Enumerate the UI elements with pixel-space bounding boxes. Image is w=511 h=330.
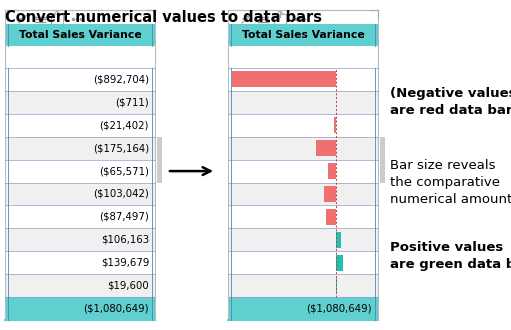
Text: Total Sales Variance: Total Sales Variance (242, 30, 364, 40)
Text: (Negative values)
are red data bars: (Negative values) are red data bars (390, 87, 511, 117)
Bar (228, 274, 378, 297)
Bar (5, 114, 155, 137)
Bar (228, 297, 378, 320)
Bar (5, 68, 155, 91)
Text: $19,600: $19,600 (107, 280, 149, 291)
Bar (228, 114, 378, 137)
Text: ($1,080,649): ($1,080,649) (307, 304, 372, 314)
Bar (228, 251, 378, 274)
Bar (326, 209, 336, 225)
Bar (157, 137, 162, 182)
Bar (5, 297, 155, 320)
Bar (5, 137, 155, 160)
Bar (380, 137, 385, 182)
Bar (228, 206, 378, 228)
Bar (232, 71, 336, 87)
Bar (5, 10, 155, 28)
Bar (228, 160, 378, 182)
Bar (5, 91, 155, 114)
Bar (228, 182, 378, 206)
Text: Bar size reveals
the comparative
numerical amount: Bar size reveals the comparative numeric… (390, 159, 511, 206)
Bar (336, 278, 337, 294)
Text: ($175,164): ($175,164) (93, 143, 149, 153)
Text: ($1,080,649): ($1,080,649) (83, 304, 149, 314)
Bar (228, 91, 378, 114)
Bar (228, 10, 378, 28)
Text: Convert numerical values to data bars: Convert numerical values to data bars (5, 10, 322, 25)
Bar (5, 182, 155, 206)
Bar (334, 117, 336, 133)
Text: $139,679: $139,679 (101, 258, 149, 268)
Text: $106,163: $106,163 (101, 235, 149, 245)
Text: Total Sales Variance: Total Sales Variance (18, 30, 142, 40)
Bar (228, 137, 378, 160)
Text: ($65,571): ($65,571) (99, 166, 149, 176)
Bar (5, 251, 155, 274)
Bar (5, 274, 155, 297)
Text: ($21,402): ($21,402) (100, 120, 149, 130)
Bar (274, 14, 286, 24)
Bar (336, 255, 343, 271)
Bar (5, 24, 155, 46)
Bar (228, 228, 378, 251)
Bar (324, 186, 336, 202)
Text: ($87,497): ($87,497) (99, 212, 149, 222)
Bar (228, 24, 378, 46)
Bar (5, 206, 155, 228)
Bar (316, 140, 336, 156)
Bar (336, 232, 341, 248)
FancyArrowPatch shape (170, 167, 211, 175)
Text: ($892,704): ($892,704) (93, 75, 149, 84)
Text: ($711): ($711) (115, 97, 149, 107)
Text: ($103,042): ($103,042) (93, 189, 149, 199)
Bar (5, 160, 155, 182)
Text: Positive values
are green data bars: Positive values are green data bars (390, 241, 511, 271)
Bar (5, 228, 155, 251)
Bar (51, 14, 63, 24)
Bar (329, 163, 336, 179)
Bar (228, 68, 378, 91)
